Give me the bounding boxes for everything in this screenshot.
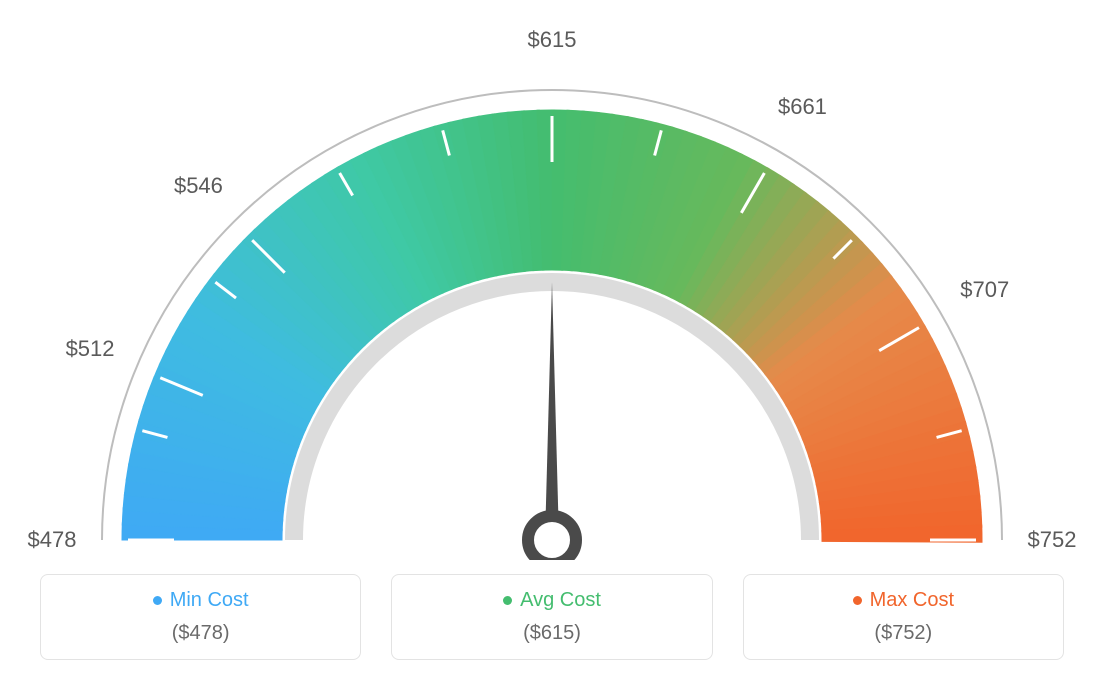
legend-value-avg: ($615)	[402, 622, 701, 645]
legend-label-min: Min Cost	[170, 589, 249, 612]
legend-value-min: ($478)	[51, 622, 350, 645]
tick-label: $546	[174, 173, 223, 199]
tick-label: $707	[960, 277, 1009, 303]
legend-box-avg: Avg Cost ($615)	[391, 574, 712, 660]
legend-title-avg: Avg Cost	[503, 589, 601, 612]
gauge-chart: $478 $512 $546 $615 $661 $707 $752	[0, 0, 1104, 560]
legend-box-min: Min Cost ($478)	[40, 574, 361, 660]
legend-title-min: Min Cost	[153, 589, 249, 612]
legend-dot-max	[853, 596, 862, 605]
legend-dot-avg	[503, 596, 512, 605]
legend-value-max: ($752)	[754, 622, 1053, 645]
tick-label: $752	[1028, 527, 1077, 553]
legend-dot-min	[153, 596, 162, 605]
legend-box-max: Max Cost ($752)	[743, 574, 1064, 660]
legend-label-avg: Avg Cost	[520, 589, 601, 612]
legend-label-max: Max Cost	[870, 589, 954, 612]
tick-label: $615	[528, 27, 577, 53]
gauge-svg	[0, 0, 1104, 560]
tick-label: $478	[28, 527, 77, 553]
tick-label: $512	[66, 336, 115, 362]
tick-label: $661	[778, 94, 827, 120]
legend-row: Min Cost ($478) Avg Cost ($615) Max Cost…	[40, 574, 1064, 660]
legend-title-max: Max Cost	[853, 589, 954, 612]
